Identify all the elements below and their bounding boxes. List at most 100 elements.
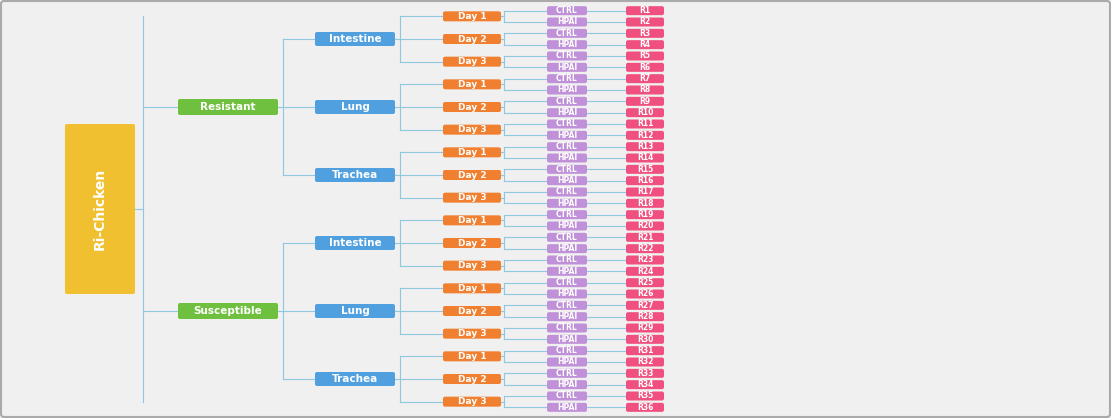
Text: Day 1: Day 1 <box>458 80 487 89</box>
Text: R2: R2 <box>640 18 651 26</box>
Text: R12: R12 <box>637 131 653 140</box>
FancyBboxPatch shape <box>443 11 501 21</box>
FancyBboxPatch shape <box>625 153 664 163</box>
FancyBboxPatch shape <box>547 244 587 253</box>
FancyBboxPatch shape <box>443 193 501 203</box>
FancyBboxPatch shape <box>547 278 587 287</box>
Text: R28: R28 <box>637 312 653 321</box>
Text: Intestine: Intestine <box>329 238 381 248</box>
FancyBboxPatch shape <box>625 210 664 219</box>
FancyBboxPatch shape <box>316 304 396 318</box>
FancyBboxPatch shape <box>625 222 664 230</box>
FancyBboxPatch shape <box>625 108 664 117</box>
FancyBboxPatch shape <box>547 403 587 412</box>
Text: R36: R36 <box>637 403 653 412</box>
FancyBboxPatch shape <box>625 86 664 94</box>
Text: Intestine: Intestine <box>329 34 381 44</box>
FancyBboxPatch shape <box>547 165 587 174</box>
Text: CTRL: CTRL <box>557 255 578 265</box>
Text: Day 3: Day 3 <box>458 193 487 202</box>
FancyBboxPatch shape <box>547 233 587 242</box>
Text: R24: R24 <box>637 267 653 276</box>
Text: Day 1: Day 1 <box>458 12 487 21</box>
Text: Susceptible: Susceptible <box>193 306 262 316</box>
FancyBboxPatch shape <box>625 131 664 140</box>
Text: R4: R4 <box>640 40 651 49</box>
FancyBboxPatch shape <box>316 372 396 386</box>
Text: CTRL: CTRL <box>557 6 578 15</box>
Text: Day 2: Day 2 <box>458 375 487 383</box>
FancyBboxPatch shape <box>547 176 587 185</box>
Text: Ri-Chicken: Ri-Chicken <box>93 168 107 250</box>
Text: Lung: Lung <box>341 306 370 316</box>
FancyBboxPatch shape <box>625 324 664 332</box>
FancyBboxPatch shape <box>625 312 664 321</box>
Text: HPAI: HPAI <box>557 40 577 49</box>
Text: HPAI: HPAI <box>557 176 577 185</box>
Text: R10: R10 <box>637 108 653 117</box>
Text: CTRL: CTRL <box>557 74 578 83</box>
FancyBboxPatch shape <box>316 236 396 250</box>
Text: Trachea: Trachea <box>332 170 378 180</box>
FancyBboxPatch shape <box>625 255 664 265</box>
Text: Day 3: Day 3 <box>458 261 487 270</box>
FancyBboxPatch shape <box>316 32 396 46</box>
FancyBboxPatch shape <box>443 125 501 135</box>
Text: R33: R33 <box>637 369 653 378</box>
Text: HPAI: HPAI <box>557 222 577 230</box>
FancyBboxPatch shape <box>625 97 664 106</box>
FancyBboxPatch shape <box>625 18 664 26</box>
Text: CTRL: CTRL <box>557 120 578 128</box>
Text: CTRL: CTRL <box>557 97 578 106</box>
FancyBboxPatch shape <box>443 306 501 316</box>
Text: HPAI: HPAI <box>557 18 577 26</box>
Text: R22: R22 <box>637 244 653 253</box>
Text: CTRL: CTRL <box>557 346 578 355</box>
FancyBboxPatch shape <box>625 40 664 49</box>
FancyBboxPatch shape <box>443 170 501 180</box>
Text: R6: R6 <box>640 63 651 72</box>
FancyBboxPatch shape <box>547 255 587 265</box>
Text: CTRL: CTRL <box>557 278 578 287</box>
Text: CTRL: CTRL <box>557 301 578 310</box>
FancyBboxPatch shape <box>625 301 664 310</box>
Text: Day 2: Day 2 <box>458 102 487 112</box>
FancyBboxPatch shape <box>443 397 501 407</box>
Text: CTRL: CTRL <box>557 392 578 400</box>
FancyBboxPatch shape <box>547 63 587 72</box>
FancyBboxPatch shape <box>443 261 501 271</box>
FancyBboxPatch shape <box>547 301 587 310</box>
FancyBboxPatch shape <box>443 79 501 89</box>
FancyBboxPatch shape <box>625 392 664 400</box>
Text: Day 3: Day 3 <box>458 57 487 66</box>
FancyBboxPatch shape <box>547 369 587 378</box>
Text: HPAI: HPAI <box>557 380 577 389</box>
FancyBboxPatch shape <box>625 63 664 72</box>
Text: HPAI: HPAI <box>557 199 577 208</box>
FancyBboxPatch shape <box>547 142 587 151</box>
Text: Day 2: Day 2 <box>458 306 487 316</box>
Text: R3: R3 <box>640 29 651 38</box>
FancyBboxPatch shape <box>625 51 664 61</box>
FancyBboxPatch shape <box>625 233 664 242</box>
FancyBboxPatch shape <box>443 34 501 44</box>
FancyBboxPatch shape <box>547 199 587 208</box>
FancyBboxPatch shape <box>625 29 664 38</box>
Text: R27: R27 <box>637 301 653 310</box>
FancyBboxPatch shape <box>178 303 278 319</box>
Text: HPAI: HPAI <box>557 244 577 253</box>
FancyBboxPatch shape <box>547 392 587 400</box>
FancyBboxPatch shape <box>547 357 587 367</box>
FancyBboxPatch shape <box>625 403 664 412</box>
FancyBboxPatch shape <box>443 57 501 66</box>
FancyBboxPatch shape <box>625 199 664 208</box>
FancyBboxPatch shape <box>625 74 664 83</box>
FancyBboxPatch shape <box>625 142 664 151</box>
Text: R31: R31 <box>637 346 653 355</box>
FancyBboxPatch shape <box>625 244 664 253</box>
FancyBboxPatch shape <box>625 380 664 389</box>
Text: R23: R23 <box>637 255 653 265</box>
Text: Resistant: Resistant <box>200 102 256 112</box>
FancyBboxPatch shape <box>443 215 501 225</box>
Text: R8: R8 <box>639 86 651 94</box>
